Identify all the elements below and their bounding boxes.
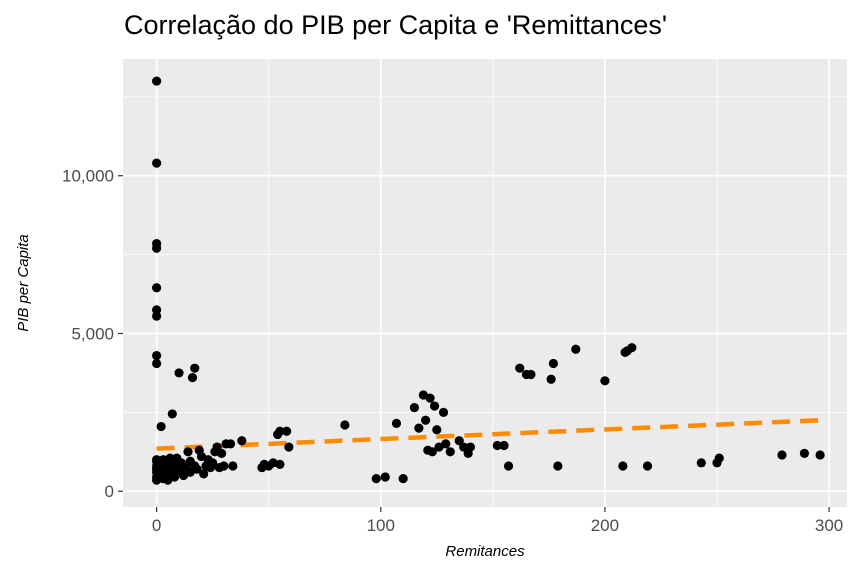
- data-point: [152, 305, 162, 315]
- data-point: [183, 447, 193, 457]
- data-point: [503, 461, 514, 471]
- data-point: [275, 459, 285, 470]
- data-point: [187, 373, 198, 383]
- data-point: [546, 374, 556, 384]
- data-point: [228, 461, 238, 471]
- data-point: [152, 76, 162, 86]
- data-point: [398, 474, 408, 484]
- grid-minor: [123, 59, 847, 507]
- x-tick-label: 200: [591, 516, 619, 535]
- data-point: [190, 363, 200, 373]
- data-point: [777, 450, 787, 460]
- data-point: [152, 243, 162, 253]
- data-point: [152, 283, 162, 293]
- y-axis-title: PIB per Capita: [15, 234, 32, 332]
- tick-labels: 0 100 200 300 0 5,000 10,000: [62, 167, 843, 535]
- data-point: [815, 450, 825, 460]
- data-point: [192, 464, 202, 474]
- data-point: [432, 425, 442, 435]
- y-tick-label: 5,000: [71, 324, 114, 343]
- data-point: [284, 442, 294, 452]
- data-point: [152, 358, 162, 369]
- data-point: [696, 458, 706, 468]
- data-point: [627, 343, 637, 353]
- axis-ticks: [118, 175, 830, 512]
- data-point: [571, 344, 581, 354]
- data-point: [275, 426, 285, 436]
- data-point: [499, 440, 509, 451]
- data-point: [371, 474, 381, 484]
- data-point: [380, 472, 390, 482]
- data-point: [165, 453, 175, 463]
- plot-panel: [123, 59, 847, 507]
- data-point: [282, 426, 292, 436]
- data-point: [492, 440, 502, 451]
- data-point: [217, 448, 227, 458]
- data-point: [600, 376, 610, 386]
- data-point: [548, 358, 558, 369]
- data-point: [225, 439, 236, 449]
- data-point: [219, 461, 229, 471]
- data-point: [714, 453, 724, 463]
- data-point: [445, 447, 455, 457]
- data-point: [429, 401, 440, 411]
- data-point: [167, 409, 177, 419]
- y-tick-label: 0: [105, 482, 114, 501]
- data-point: [208, 458, 218, 468]
- grid-major: [123, 59, 847, 507]
- x-axis-title: Remitances: [445, 543, 525, 560]
- x-tick-label: 300: [815, 516, 843, 535]
- data-point: [642, 461, 653, 471]
- data-point: [421, 415, 431, 425]
- points-layer: [152, 76, 825, 485]
- data-point: [340, 420, 350, 430]
- data-point: [526, 369, 536, 380]
- x-tick-label: 100: [367, 516, 395, 535]
- data-point: [237, 436, 247, 446]
- data-point: [618, 461, 628, 471]
- data-point: [438, 407, 449, 417]
- chart-title: Correlação do PIB per Capita e 'Remittan…: [124, 10, 668, 40]
- data-point: [174, 368, 184, 378]
- data-point: [199, 469, 209, 479]
- data-point: [553, 461, 563, 471]
- data-point: [425, 393, 435, 403]
- y-tick-label: 10,000: [62, 167, 114, 186]
- data-point: [515, 363, 525, 373]
- x-tick-label: 0: [152, 516, 161, 535]
- data-point: [409, 403, 419, 413]
- data-point: [465, 442, 476, 452]
- data-point: [152, 311, 162, 321]
- data-point: [156, 421, 166, 432]
- data-point: [427, 447, 437, 457]
- data-point: [152, 350, 162, 361]
- data-point: [414, 423, 424, 433]
- data-point: [799, 448, 810, 458]
- data-point: [391, 418, 402, 428]
- data-point: [441, 439, 451, 449]
- data-point: [152, 158, 162, 168]
